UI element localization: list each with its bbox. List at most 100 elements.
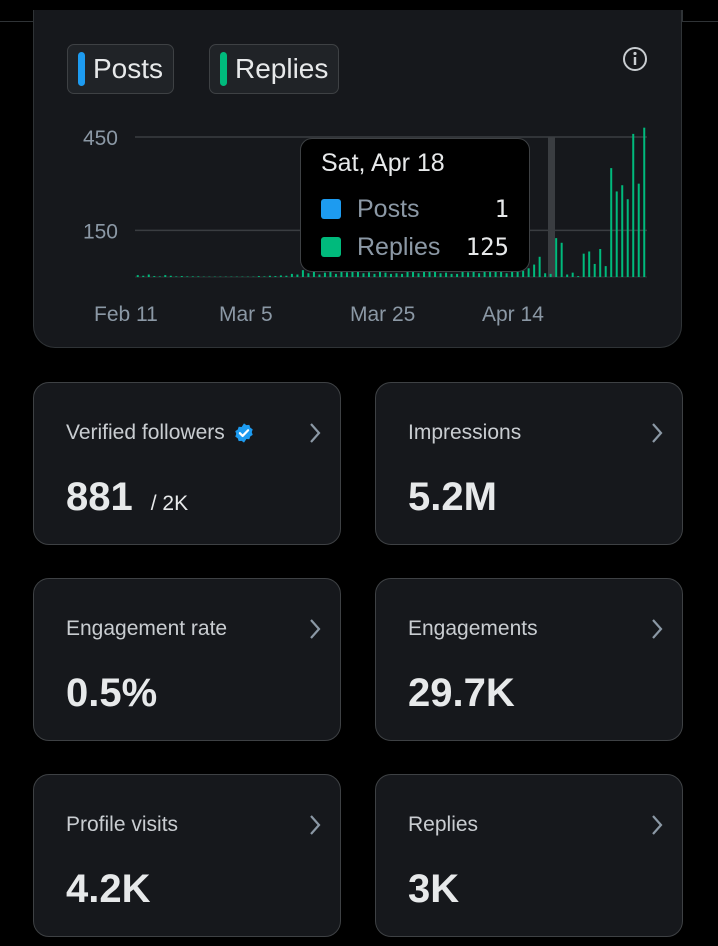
replies-bar xyxy=(307,273,310,277)
stat-card-engagements[interactable]: Engagements 29.7K xyxy=(375,578,683,741)
replies-bar xyxy=(604,266,607,277)
tooltip-replies-swatch xyxy=(321,237,341,257)
replies-bar xyxy=(158,276,161,277)
replies-bar xyxy=(329,272,332,277)
chevron-right-icon xyxy=(310,619,321,639)
tooltip-replies-value: 125 xyxy=(465,233,509,261)
replies-bar xyxy=(555,238,558,277)
stat-value-sub: / 2K xyxy=(150,492,189,515)
replies-bar xyxy=(373,273,376,277)
replies-bar xyxy=(367,272,370,277)
replies-bar xyxy=(516,267,519,277)
replies-bar xyxy=(522,270,525,277)
stat-label-text: Verified followers xyxy=(66,421,225,444)
replies-bar xyxy=(417,273,420,277)
replies-bar xyxy=(494,268,497,277)
x-tick-label: Mar 5 xyxy=(219,303,273,326)
legend-posts-toggle[interactable]: Posts xyxy=(67,44,175,94)
replies-bar xyxy=(180,276,183,277)
info-icon[interactable] xyxy=(622,46,648,72)
chevron-right-icon xyxy=(652,815,663,835)
stat-value: 5.2M xyxy=(408,475,497,519)
legend-replies-toggle[interactable]: Replies xyxy=(209,44,340,94)
replies-bar xyxy=(549,273,552,277)
replies-bar xyxy=(428,271,431,277)
stat-value: 4.2K xyxy=(66,867,151,911)
replies-bar xyxy=(197,276,200,277)
replies-bar xyxy=(511,270,514,277)
replies-bar xyxy=(191,276,194,277)
replies-bar xyxy=(637,183,640,277)
replies-bar xyxy=(153,276,156,277)
replies-bar xyxy=(395,273,398,277)
replies-bar xyxy=(279,275,282,277)
stat-value: 0.5% xyxy=(66,671,158,715)
replies-bar xyxy=(505,273,508,277)
chevron-right-icon xyxy=(310,815,321,835)
stat-card-replies[interactable]: Replies 3K xyxy=(375,774,683,937)
stat-card-engagement-rate[interactable]: Engagement rate 0.5% xyxy=(33,578,341,741)
replies-bar xyxy=(621,185,624,277)
replies-bar xyxy=(439,273,442,277)
replies-bar xyxy=(582,253,585,277)
replies-bar xyxy=(467,272,470,277)
replies-bar xyxy=(544,273,547,277)
replies-bar xyxy=(456,273,459,277)
replies-bar xyxy=(169,275,172,277)
replies-bar xyxy=(147,274,150,277)
stat-card-verified-followers[interactable]: Verified followers 881 / 2K xyxy=(33,382,341,545)
replies-bar xyxy=(340,270,343,277)
replies-bar xyxy=(406,270,409,277)
stat-label: Replies xyxy=(408,813,479,836)
replies-bar xyxy=(533,264,536,277)
replies-bar xyxy=(274,276,277,277)
replies-bar xyxy=(593,263,596,277)
replies-bar xyxy=(434,270,437,277)
replies-bar xyxy=(610,168,613,277)
replies-bar xyxy=(296,274,299,277)
stat-value: 881 / 2K xyxy=(66,475,188,520)
chevron-right-icon xyxy=(652,619,663,639)
tooltip-date: Sat, Apr 18 xyxy=(321,149,445,177)
stat-label: Profile visits xyxy=(66,813,179,836)
stat-value: 3K xyxy=(408,867,460,911)
tooltip-posts-value: 1 xyxy=(494,195,509,223)
replies-bar xyxy=(318,274,321,277)
stat-value-text: 881 xyxy=(66,475,133,519)
replies-bar xyxy=(136,275,139,277)
replies-bar xyxy=(257,276,260,277)
replies-bar xyxy=(390,273,392,277)
replies-bar xyxy=(175,276,178,277)
chevron-right-icon xyxy=(652,423,663,443)
stat-label: Impressions xyxy=(408,421,522,444)
replies-bar xyxy=(378,271,381,277)
replies-bar xyxy=(483,270,486,277)
x-tick-label: Apr 14 xyxy=(482,303,544,326)
legend-replies-label: Replies xyxy=(235,53,329,84)
stat-card-impressions[interactable]: Impressions 5.2M xyxy=(375,382,683,545)
chart-tooltip: Sat, Apr 18 Posts 1 Replies 125 xyxy=(300,138,530,272)
replies-bar xyxy=(263,276,266,277)
replies-bar xyxy=(566,274,569,277)
x-tick-label: Mar 25 xyxy=(350,303,415,326)
replies-bar xyxy=(285,275,288,277)
replies-bar xyxy=(345,272,348,277)
replies-bar xyxy=(472,270,475,277)
replies-bar xyxy=(445,272,448,277)
replies-bar xyxy=(356,270,359,277)
stat-label: Verified followers xyxy=(66,421,255,445)
verified-badge-icon xyxy=(235,423,253,443)
replies-swatch xyxy=(220,52,227,86)
replies-bar-chart: 450 150 Feb 11 Mar 5 Mar 25 Apr 14 xyxy=(83,127,647,326)
replies-bar xyxy=(268,275,271,277)
stat-card-profile-visits[interactable]: Profile visits 4.2K xyxy=(33,774,341,937)
y-tick-label: 450 xyxy=(83,127,118,150)
replies-bar xyxy=(560,242,563,277)
posts-swatch xyxy=(78,52,85,86)
replies-bar xyxy=(362,273,365,277)
replies-bar xyxy=(312,267,315,277)
stat-label: Engagement rate xyxy=(66,617,228,640)
replies-bar xyxy=(632,133,635,277)
replies-bar xyxy=(142,275,145,277)
replies-bar xyxy=(588,251,591,277)
